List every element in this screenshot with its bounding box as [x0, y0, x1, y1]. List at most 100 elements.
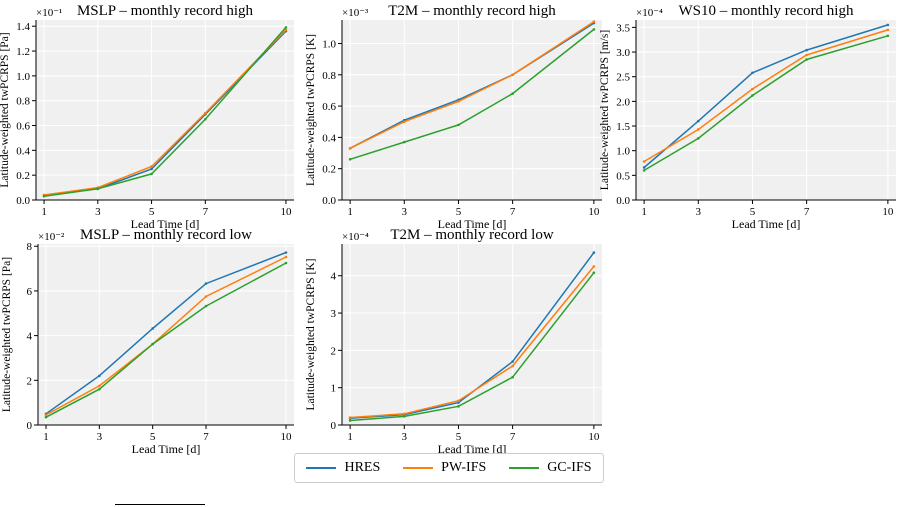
data-point-pw-ifs: [98, 384, 101, 388]
y-axis-label: Latitude-weighted twPCRPS [Pa]: [0, 32, 11, 187]
x-axis-label: Lead Time [d]: [438, 442, 507, 456]
x-axis-label: Lead Time [d]: [131, 217, 200, 231]
chart-title: T2M – monthly record low: [390, 227, 553, 243]
y-tick-label: 2: [27, 375, 33, 387]
chart-panel-4: 1 3 5 7 10 0 2 4 6 8 MSLP – monthly record low ×10⁻…: [1, 227, 294, 456]
chart-panel-3: 1 3 5 7 10 0.0 0.5 1.0 1.5 2.0 2.5 3.0 3.5 WS10 – mon…: [599, 3, 896, 231]
y-axis-label: Latitude-weighted twPCRPS [m/s]: [599, 30, 611, 190]
x-tick-label: 7: [804, 206, 810, 218]
data-point-gc-ifs: [511, 92, 514, 95]
x-axis-label: Lead Time [d]: [732, 217, 801, 231]
x-tick-label: 5: [150, 431, 156, 443]
x-tick-label: 1: [41, 206, 47, 218]
y-multiplier: ×10⁻³: [342, 7, 369, 19]
plot-area: [636, 20, 896, 200]
x-tick-label: 5: [149, 206, 155, 218]
y-tick-label: 0.5: [616, 170, 630, 182]
x-tick-label: 7: [203, 206, 209, 218]
data-point-pw-ifs: [511, 73, 514, 77]
x-tick-label: 1: [347, 431, 353, 443]
y-tick-label: 1.4: [16, 21, 30, 33]
x-tick-label: 3: [95, 206, 101, 218]
chart-panel-1: 1 3 5 7 10 0.0 0.2 0.4 0.6 0.8 1.0 1.2 1.4 MSLP – mon…: [0, 3, 294, 231]
y-tick-label: 0.4: [322, 132, 336, 144]
y-multiplier: ×10⁻¹: [36, 7, 62, 19]
x-tick-label: 1: [43, 431, 49, 443]
y-multiplier: ×10⁻⁴: [636, 7, 663, 19]
legend-swatch-pw-ifs: [403, 467, 434, 469]
data-point-gc-ifs: [592, 28, 596, 31]
chart-title: MSLP – monthly record low: [80, 227, 252, 243]
data-point-gc-ifs: [805, 58, 808, 61]
y-tick-label: 1: [331, 383, 337, 395]
y-tick-label: 3.5: [616, 22, 630, 34]
data-point-gc-ifs: [642, 169, 646, 172]
y-axis-label: Latitude-weighted twPCRPS [K]: [305, 258, 317, 410]
data-point-pw-ifs: [284, 28, 288, 32]
x-tick-label: 3: [696, 206, 702, 218]
data-point-gc-ifs: [511, 375, 514, 379]
data-point-gc-ifs: [150, 172, 153, 176]
data-point-gc-ifs: [751, 94, 754, 97]
chart-title: WS10 – monthly record high: [679, 3, 854, 19]
data-point-pw-ifs: [402, 412, 406, 416]
data-point-gc-ifs: [402, 140, 406, 144]
y-tick-label: 0.0: [16, 195, 30, 207]
x-tick-label: 10: [588, 431, 600, 443]
x-tick-label: 3: [402, 431, 408, 443]
y-tick-label: 0: [331, 420, 337, 432]
data-point-pw-ifs: [886, 28, 890, 32]
y-tick-label: 0.0: [616, 195, 630, 207]
x-tick-label: 3: [97, 431, 103, 443]
plot-area: [342, 244, 602, 425]
legend-label-pw-ifs: PW-IFS: [441, 460, 487, 475]
data-point-gc-ifs: [348, 419, 352, 422]
x-tick-label: 10: [280, 206, 292, 218]
y-tick-label: 6: [27, 286, 33, 298]
legend-item-gc-ifs: GC-IFS: [509, 460, 592, 476]
plot-area: [36, 20, 294, 200]
y-tick-label: 8: [27, 241, 33, 253]
data-point-hres: [284, 251, 288, 254]
y-tick-label: 4: [27, 331, 33, 343]
legend-item-hres: HRES: [306, 460, 380, 476]
legend-label-gc-ifs: GC-IFS: [547, 460, 592, 475]
x-tick-label: 5: [750, 206, 756, 218]
y-tick-label: 4: [331, 271, 337, 283]
legend: HRES PW-IFS GC-IFS: [294, 453, 604, 483]
y-tick-label: 0: [27, 420, 33, 432]
data-point-gc-ifs: [42, 194, 46, 198]
footnote-rule: [115, 504, 205, 505]
data-point-hres: [151, 327, 154, 330]
data-point-gc-ifs: [457, 405, 460, 408]
data-point-gc-ifs: [284, 261, 288, 265]
data-point-gc-ifs: [204, 118, 207, 121]
data-point-gc-ifs: [457, 123, 460, 127]
data-point-pw-ifs: [696, 128, 700, 131]
data-point-gc-ifs: [44, 415, 48, 419]
data-point-pw-ifs: [805, 53, 808, 57]
data-point-pw-ifs: [592, 20, 596, 23]
x-tick-label: 5: [456, 431, 462, 443]
data-point-pw-ifs: [348, 416, 352, 419]
y-tick-label: 0.2: [322, 164, 336, 176]
data-point-gc-ifs: [151, 342, 154, 346]
y-axis-label: Latitude-weighted twPCRPS [Pa]: [1, 257, 13, 412]
y-tick-label: 0.8: [16, 96, 30, 108]
x-tick-label: 10: [588, 206, 600, 218]
x-tick-label: 3: [402, 206, 408, 218]
legend-label-hres: HRES: [344, 460, 381, 475]
data-point-hres: [150, 167, 153, 171]
chart-title: MSLP – monthly record high: [77, 3, 254, 19]
x-tick-label: 1: [347, 206, 353, 218]
y-tick-label: 1.0: [322, 38, 336, 50]
y-tick-label: 0.0: [322, 195, 336, 207]
data-point-pw-ifs: [402, 120, 406, 124]
data-point-pw-ifs: [592, 265, 596, 268]
data-point-pw-ifs: [150, 165, 153, 168]
data-point-pw-ifs: [44, 413, 48, 417]
data-point-hres: [886, 23, 890, 27]
y-tick-label: 1.2: [16, 46, 30, 58]
